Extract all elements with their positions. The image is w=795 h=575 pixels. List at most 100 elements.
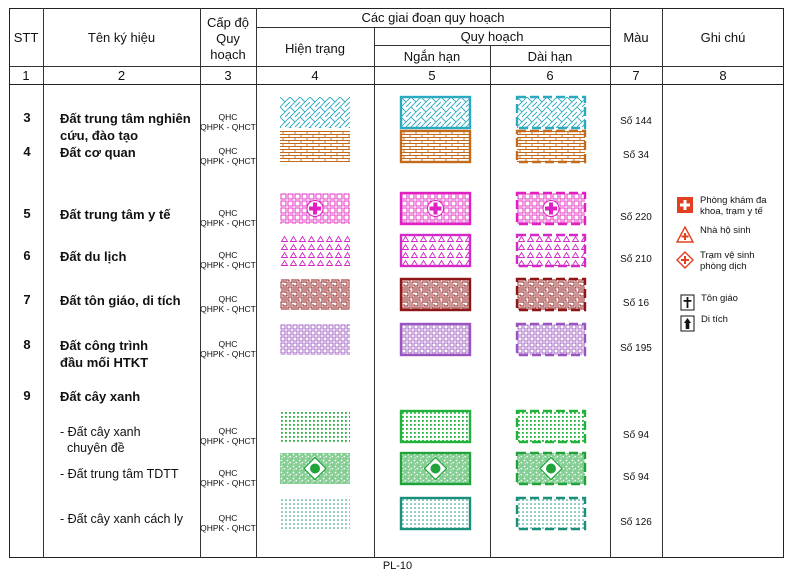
row-name: Đất cơ quan <box>60 144 136 161</box>
symbol-ngan-han <box>399 233 472 268</box>
grid-line <box>256 8 257 558</box>
cross-diamond-icon <box>676 251 694 269</box>
grid-line <box>9 66 784 67</box>
cross-square-icon <box>677 197 693 213</box>
symbol-dai-han <box>515 95 587 130</box>
row-color-code: Số 94 <box>622 472 650 483</box>
row-name: - Đất cây xanh chuyên đề <box>60 424 141 456</box>
row-level-line: QHC <box>218 513 238 523</box>
row-level-line: QHC <box>218 468 238 478</box>
symbol-ngan-han <box>399 451 472 486</box>
row-level-line: QHC <box>218 250 238 260</box>
header-ten-ky-hieu: Tên ký hiệu <box>87 30 156 45</box>
note-text-line: Nhà hộ sinh <box>700 225 751 236</box>
row-name: - Đất trung tâm TDTT <box>60 466 179 482</box>
symbol-dai-han <box>515 129 587 164</box>
row-color-code: Số 126 <box>620 517 652 528</box>
row-level-line: QHC <box>218 426 238 436</box>
symbol-ngan-han <box>399 496 472 531</box>
symbol-dai-han <box>515 409 587 444</box>
row-level-line: QHPK - QHCT <box>200 523 256 533</box>
row-level: QHC QHPK - QHCT <box>200 294 256 314</box>
row-level: QHC QHPK - QHCT <box>200 146 256 166</box>
symbol-hien-trang <box>280 324 350 355</box>
row-name-line: - Đất cây xanh <box>60 425 141 439</box>
row-level-line: QHPK - QHCT <box>200 218 256 228</box>
row-stt: 4 <box>23 144 31 159</box>
header-giai-doan: Các giai đoạn quy hoạch <box>361 10 505 25</box>
row-level-line: QHPK - QHCT <box>200 156 256 166</box>
note-text: Di tích <box>701 314 728 325</box>
symbol-hien-trang <box>280 453 350 484</box>
row-level-line: QHPK - QHCT <box>200 260 256 270</box>
row-stt: 5 <box>23 206 31 221</box>
note-text-line: Phòng khám đa <box>700 195 767 206</box>
row-color-code: Số 34 <box>622 150 650 161</box>
row-name-line: - Đất cây xanh cách ly <box>60 512 183 526</box>
row-name: Đất cây xanh <box>60 388 140 405</box>
header-hien-trang: Hiện trạng <box>285 41 345 56</box>
grid-line <box>374 45 610 46</box>
note-text-line: Tôn giáo <box>701 293 738 304</box>
row-level: QHC QHPK - QHCT <box>200 339 256 359</box>
row-level: QHC QHPK - QHCT <box>200 468 256 488</box>
header-stt: STT <box>13 30 39 45</box>
monument-icon <box>680 315 695 332</box>
row-stt: 8 <box>23 337 31 352</box>
note-text-line: Di tích <box>701 314 728 325</box>
col-number: 7 <box>632 68 640 83</box>
row-color-code: Số 16 <box>622 298 650 309</box>
row-level-line: QHC <box>218 146 238 156</box>
symbol-hien-trang <box>280 131 350 162</box>
grid-line <box>490 45 491 558</box>
row-name-line: Đất tôn giáo, di tích <box>60 293 181 308</box>
header-ngan-han: Ngắn hạn <box>403 49 461 64</box>
row-level-line: QHC <box>218 112 238 122</box>
row-stt: 9 <box>23 388 31 403</box>
symbol-dai-han <box>515 277 587 312</box>
col-number: 4 <box>311 68 319 83</box>
symbol-dai-han <box>515 322 587 357</box>
row-name-line: đầu mối HTKT <box>60 355 149 370</box>
col-number: 8 <box>719 68 727 83</box>
row-name-line: Đất du lịch <box>60 249 127 264</box>
row-level: QHC QHPK - QHCT <box>200 208 256 228</box>
page-number: PL-10 <box>382 560 413 572</box>
row-color-code: Số 195 <box>620 343 652 354</box>
row-name: Đất tôn giáo, di tích <box>60 292 181 309</box>
row-level: QHC QHPK - QHCT <box>200 250 256 270</box>
cross-triangle-icon <box>676 226 694 243</box>
symbol-ngan-han <box>399 191 472 226</box>
symbol-hien-trang <box>280 498 350 529</box>
row-level-line: QHPK - QHCT <box>200 436 256 446</box>
grid-line <box>9 84 784 85</box>
row-level-line: QHPK - QHCT <box>200 349 256 359</box>
row-stt: 3 <box>23 110 31 125</box>
symbol-ngan-han <box>399 322 472 357</box>
church-icon <box>680 294 695 311</box>
col-number: 3 <box>224 68 232 83</box>
row-level-line: QHPK - QHCT <box>200 478 256 488</box>
row-level: QHC QHPK - QHCT <box>200 112 256 132</box>
row-name: Đất trung tâm y tế <box>60 206 171 223</box>
symbol-dai-han <box>515 496 587 531</box>
grid-line <box>256 27 610 28</box>
col-number: 5 <box>428 68 436 83</box>
row-level-line: QHPK - QHCT <box>200 304 256 314</box>
row-level: QHC QHPK - QHCT <box>200 513 256 533</box>
grid-line <box>200 8 201 558</box>
header-quy-hoach: Quy hoạch <box>460 29 524 44</box>
symbol-hien-trang <box>280 279 350 310</box>
row-name-line: cứu, đào tạo <box>60 128 139 143</box>
row-name-line: Đất công trình <box>60 338 149 353</box>
note-text-line: Trạm vệ sinh <box>700 250 755 261</box>
note-text: Phòng khám đa khoa, trạm y tế <box>700 195 767 217</box>
note-text-line: khoa, trạm y tế <box>700 206 763 217</box>
row-name-line: chuyên đề <box>60 441 125 455</box>
symbol-hien-trang <box>280 411 350 442</box>
row-name-line: Đất trung tâm nghiên <box>60 111 191 126</box>
symbol-dai-han <box>515 233 587 268</box>
symbol-ngan-han <box>399 95 472 130</box>
row-color-code: Số 144 <box>620 116 652 127</box>
symbol-ngan-han <box>399 409 472 444</box>
